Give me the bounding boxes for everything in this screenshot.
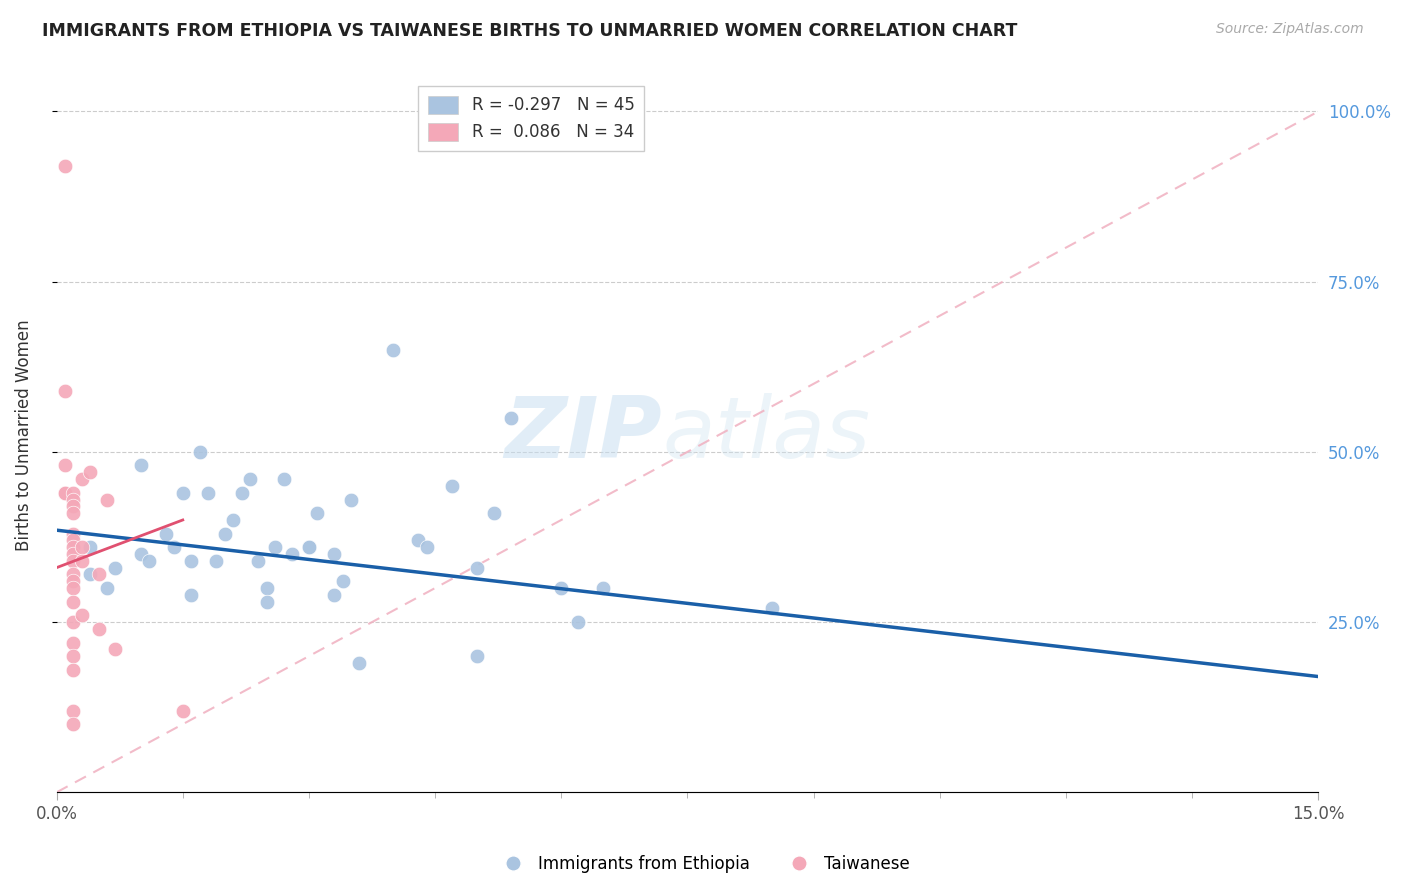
Point <box>62 635 84 649</box>
Point <box>222 513 245 527</box>
Point <box>188 445 211 459</box>
Legend: Immigrants from Ethiopia, Taiwanese: Immigrants from Ethiopia, Taiwanese <box>489 848 917 880</box>
Point <box>323 588 346 602</box>
Point <box>79 567 101 582</box>
Point <box>62 526 84 541</box>
Point <box>62 500 84 514</box>
Point <box>87 567 110 582</box>
Point <box>340 492 363 507</box>
Point <box>62 547 84 561</box>
Point <box>129 547 152 561</box>
Point <box>62 595 84 609</box>
Point <box>62 704 84 718</box>
Point <box>499 410 522 425</box>
Point <box>138 554 160 568</box>
Point <box>62 506 84 520</box>
Point <box>62 574 84 589</box>
Point <box>87 622 110 636</box>
Point <box>231 485 253 500</box>
Point <box>180 588 202 602</box>
Point <box>70 540 93 554</box>
Point <box>247 554 270 568</box>
Point <box>53 159 76 173</box>
Point <box>163 540 186 554</box>
Point <box>172 485 194 500</box>
Point <box>155 526 177 541</box>
Point <box>214 526 236 541</box>
Point <box>550 581 572 595</box>
Point <box>62 567 84 582</box>
Point <box>349 656 371 670</box>
Point <box>264 540 287 554</box>
Point <box>96 492 118 507</box>
Point <box>53 384 76 398</box>
Point <box>62 492 84 507</box>
Point <box>298 540 321 554</box>
Point <box>332 574 354 589</box>
Text: atlas: atlas <box>662 393 870 476</box>
Point <box>70 608 93 623</box>
Point <box>62 717 84 731</box>
Point <box>592 581 614 595</box>
Point <box>307 506 329 520</box>
Point <box>62 533 84 548</box>
Point <box>172 704 194 718</box>
Point <box>104 560 127 574</box>
Point <box>53 485 76 500</box>
Point <box>415 540 437 554</box>
Text: ZIP: ZIP <box>505 393 662 476</box>
Point <box>62 540 84 554</box>
Point <box>79 465 101 479</box>
Point <box>70 554 93 568</box>
Point <box>256 595 278 609</box>
Point <box>180 554 202 568</box>
Point <box>465 649 488 664</box>
Point <box>408 533 430 548</box>
Point <box>104 642 127 657</box>
Point <box>53 458 76 473</box>
Point <box>53 485 76 500</box>
Legend: R = -0.297   N = 45, R =  0.086   N = 34: R = -0.297 N = 45, R = 0.086 N = 34 <box>418 86 644 152</box>
Point <box>298 540 321 554</box>
Point <box>205 554 228 568</box>
Point <box>323 547 346 561</box>
Point <box>273 472 295 486</box>
Point <box>567 615 589 629</box>
Point <box>239 472 262 486</box>
Point <box>62 663 84 677</box>
Point <box>96 581 118 595</box>
Y-axis label: Births to Unmarried Women: Births to Unmarried Women <box>15 319 32 550</box>
Point <box>62 615 84 629</box>
Point <box>62 649 84 664</box>
Point <box>79 540 101 554</box>
Point <box>382 343 405 357</box>
Point <box>197 485 219 500</box>
Point <box>62 485 84 500</box>
Point <box>465 560 488 574</box>
Point <box>256 581 278 595</box>
Point <box>70 472 93 486</box>
Point <box>440 479 463 493</box>
Point <box>482 506 505 520</box>
Text: Source: ZipAtlas.com: Source: ZipAtlas.com <box>1216 22 1364 37</box>
Point <box>62 554 84 568</box>
Point <box>62 581 84 595</box>
Point <box>761 601 783 615</box>
Point <box>129 458 152 473</box>
Point <box>281 547 304 561</box>
Text: IMMIGRANTS FROM ETHIOPIA VS TAIWANESE BIRTHS TO UNMARRIED WOMEN CORRELATION CHAR: IMMIGRANTS FROM ETHIOPIA VS TAIWANESE BI… <box>42 22 1018 40</box>
